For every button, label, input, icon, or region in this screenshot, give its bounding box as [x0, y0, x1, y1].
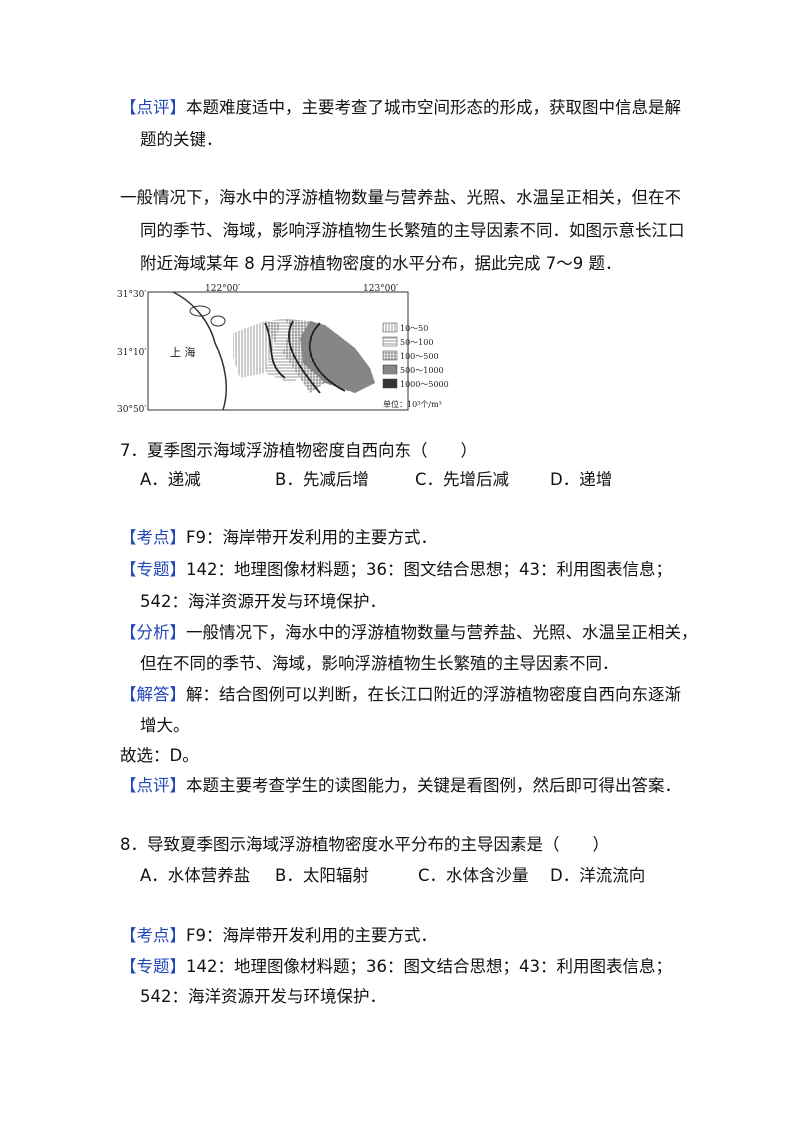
line: 【分析】一般情况下，海水中的浮游植物数量与营养盐、光照、水温呈正相关， — [120, 623, 698, 643]
tag: 【解答】 — [120, 685, 186, 704]
line: 但在不同的季节、海域，影响浮游植物生长繁殖的主导因素不同． — [140, 654, 619, 673]
tag: 【考点】 — [120, 528, 186, 547]
lat-label: 31°10′ — [117, 348, 146, 358]
map-frame — [147, 291, 409, 411]
option: D．洋流流向 — [550, 866, 646, 885]
text: 本题难度适中，主要考查了城市空间形态的形成，获取图中信息是解 — [186, 98, 681, 117]
lon-label: 123°00′ — [363, 284, 398, 294]
tag: 【考点】 — [120, 926, 186, 945]
map: 31°30′ 31°10′ 30°50′ 122°00′ 123°00′ 上 海… — [117, 284, 449, 415]
line: 【考点】F9：海岸带开发利用的主要方式． — [120, 926, 437, 946]
text: F9：海岸带开发利用的主要方式． — [186, 528, 437, 547]
text: 一般情况下，海水中的浮游植物数量与营养盐、光照、水温呈正相关， — [186, 623, 698, 642]
tag: 【分析】 — [120, 623, 186, 642]
legend-label: 10～50 — [400, 324, 428, 333]
line: 题的关键． — [140, 130, 223, 149]
answer: 故选：D。 — [120, 746, 199, 765]
tag: 【专题】 — [120, 560, 186, 579]
tag: 【专题】 — [120, 957, 186, 976]
option: C．水体含沙量 — [418, 866, 529, 885]
line: 【考点】F9：海岸带开发利用的主要方式． — [120, 528, 437, 548]
line: 【专题】142：地理图像材料题；36：图文结合思想；43：利用图表信息； — [120, 957, 672, 977]
option: D．递增 — [550, 470, 613, 489]
text: F9：海岸带开发利用的主要方式． — [186, 926, 437, 945]
text: 142：地理图像材料题；36：图文结合思想；43：利用图表信息； — [186, 560, 672, 579]
option: C．先增后减 — [415, 470, 510, 489]
line: 增大。 — [140, 716, 190, 735]
legend-label: 1000～5000 — [400, 380, 449, 389]
line: 附近海域某年 8 月浮游植物密度的水平分布，据此完成 7～9 题． — [140, 254, 622, 273]
option: A．递减 — [140, 470, 201, 489]
line: 【点评】本题主要考查学生的读图能力，关键是看图例，然后即可得出答案． — [120, 776, 681, 796]
text: 解：结合图例可以判断，在长江口附近的浮游植物密度自西向东逐渐 — [186, 685, 681, 704]
option: B．先减后增 — [275, 470, 369, 489]
line: 【点评】本题难度适中，主要考查了城市空间形态的形成，获取图中信息是解 — [120, 98, 681, 118]
place-label: 上 海 — [170, 345, 196, 359]
legend-unit: 单位：10³个/m³ — [383, 399, 442, 409]
option: B．太阳辐射 — [275, 866, 369, 885]
text: 本题主要考查学生的读图能力，关键是看图例，然后即可得出答案． — [186, 776, 681, 795]
line: 【专题】142：地理图像材料题；36：图文结合思想；43：利用图表信息； — [120, 560, 672, 580]
tag: 【点评】 — [120, 98, 186, 117]
line: 同的季节、海域，影响浮游植物生长繁殖的主导因素不同．如图示意长江口 — [140, 221, 685, 240]
legend-label: 50～100 — [400, 338, 433, 347]
lat-label: 31°30′ — [117, 290, 146, 300]
line: 542：海洋资源开发与环境保护． — [140, 592, 386, 611]
tag: 【点评】 — [120, 776, 186, 795]
question: 8．导致夏季图示海域浮游植物密度水平分布的主导因素是（ ） — [120, 835, 609, 854]
coastline — [172, 291, 228, 411]
lon-label: 122°00′ — [205, 284, 240, 294]
legend-label: 500～1000 — [400, 366, 444, 375]
line: 【解答】解：结合图例可以判断，在长江口附近的浮游植物密度自西向东逐渐 — [120, 685, 681, 705]
question: 7．夏季图示海域浮游植物密度自西向东（ ） — [120, 441, 477, 460]
line: 542：海洋资源开发与环境保护． — [140, 987, 386, 1006]
option: A．水体营养盐 — [140, 866, 251, 885]
line: 一般情况下，海水中的浮游植物数量与营养盐、光照、水温呈正相关，但在不 — [120, 188, 681, 207]
legend-label: 100～500 — [400, 352, 439, 361]
text: 142：地理图像材料题；36：图文结合思想；43：利用图表信息； — [186, 957, 672, 976]
lat-label: 30°50′ — [117, 405, 146, 415]
